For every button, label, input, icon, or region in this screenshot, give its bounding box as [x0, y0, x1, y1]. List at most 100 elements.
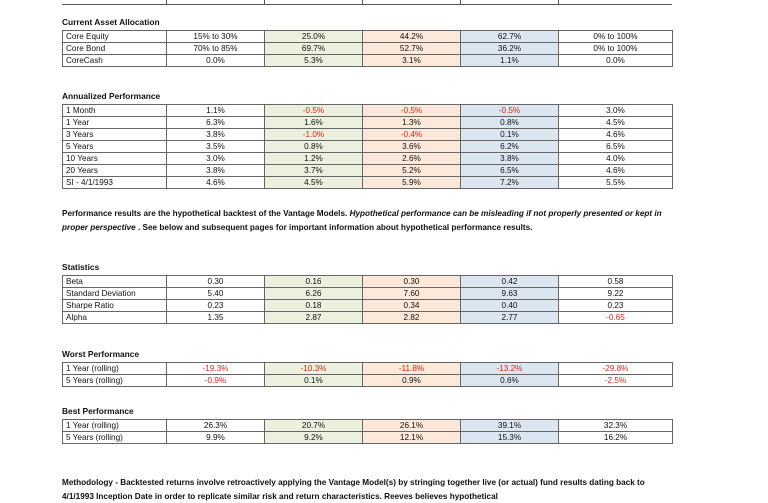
row-label: 20 Years: [62, 164, 167, 177]
table-cell: 5.3%: [264, 54, 363, 67]
table-cell: 4.0%: [558, 152, 673, 165]
table-row: 5 Years (rolling) 9.9% 9.2% 12.1% 15.3% 16.2%: [62, 431, 673, 444]
table-cell: -19.3%: [166, 362, 265, 375]
row-label: 1 Year: [62, 116, 167, 129]
table-cell: 4.6%: [558, 164, 673, 177]
table-cell: 2.82: [362, 311, 461, 324]
table-cell: 6.5%: [460, 164, 559, 177]
table-cell: 12.1%: [362, 431, 461, 444]
row-label: Sharpe Ratio: [62, 299, 167, 312]
row-label: Core Bond: [62, 42, 167, 55]
table-cell: 3.6%: [362, 140, 461, 153]
row-label: SI - 4/1/1993: [62, 176, 167, 189]
table-row: 10 Years 3.0% 1.2% 2.6% 3.8% 4.0%: [62, 152, 673, 165]
table-cell: 3.8%: [166, 164, 265, 177]
table-cell: 6.3%: [166, 116, 265, 129]
table-cell: 1.1%: [166, 104, 265, 117]
previous-table-bottom-edge: [62, 0, 672, 5]
table-cell: -0.5%: [460, 104, 559, 117]
row-label: 1 Year (rolling): [62, 419, 167, 432]
table-cell: 70% to 85%: [166, 42, 265, 55]
table-cell: 0.58: [558, 275, 673, 288]
table-cell: 39.1%: [460, 419, 559, 432]
row-label: 5 Years (rolling): [62, 374, 167, 387]
table-cell: -0.5%: [264, 104, 363, 117]
statistics-title: Statistics: [62, 262, 100, 272]
row-label: 1 Year (rolling): [62, 362, 167, 375]
table-cell: -10.3%: [264, 362, 363, 375]
worst-table: 1 Year (rolling) -19.3% -10.3% -11.8% -13.2%…: [62, 362, 673, 387]
table-cell: 0.16: [264, 275, 363, 288]
table-row: Sharpe Ratio 0.23 0.18 0.34 0.40 0.23: [62, 299, 673, 312]
table-cell: 0.23: [166, 299, 265, 312]
methodology-text: Methodology - Backtested returns involve…: [62, 478, 645, 501]
table-cell: 5.2%: [362, 164, 461, 177]
table-cell: 36.2%: [460, 42, 559, 55]
table-cell: 1.6%: [264, 116, 363, 129]
table-cell: 1.3%: [362, 116, 461, 129]
table-cell: 6.26: [264, 287, 363, 300]
table-cell: 52.7%: [362, 42, 461, 55]
disclosure-text: Performance results are the hypothetical…: [62, 209, 350, 218]
row-label: 5 Years (rolling): [62, 431, 167, 444]
table-cell: 0.0%: [558, 54, 673, 67]
table-cell: 0.40: [460, 299, 559, 312]
disclosure-text-end: . See below and subsequent pages for imp…: [135, 222, 533, 232]
table-cell: 26.3%: [166, 419, 265, 432]
table-cell: 3.0%: [166, 152, 265, 165]
table-cell: 16.2%: [558, 431, 673, 444]
table-cell: 9.2%: [264, 431, 363, 444]
table-cell: 44.2%: [362, 30, 461, 43]
table-row: SI - 4/1/1993 4.6% 4.5% 5.9% 7.2% 5.5%: [62, 176, 673, 189]
table-cell: -0.5%: [362, 104, 461, 117]
row-label: 3 Years: [62, 128, 167, 141]
table-cell: 7.60: [362, 287, 461, 300]
row-label: Alpha: [62, 311, 167, 324]
table-cell: 1.2%: [264, 152, 363, 165]
table-cell: 4.6%: [166, 176, 265, 189]
allocation-title: Current Asset Allocation: [62, 17, 160, 27]
performance-table: 1 Month 1.1% -0.5% -0.5% -0.5% 3.0% 1 Year 6.3%…: [62, 104, 673, 189]
table-cell: -0.65: [558, 311, 673, 324]
table-cell: 3.5%: [166, 140, 265, 153]
table-cell: 2.77: [460, 311, 559, 324]
table-row: CoreCash 0.0% 5.3% 3.1% 1.1% 0.0%: [62, 54, 673, 67]
performance-disclosure: Performance results are the hypothetical…: [62, 207, 672, 234]
table-row: Core Bond 70% to 85% 69.7% 52.7% 36.2% 0% to …: [62, 42, 673, 55]
table-cell: 0.9%: [362, 374, 461, 387]
table-cell: 0.30: [166, 275, 265, 288]
table-cell: 7.2%: [460, 176, 559, 189]
table-row: Alpha 1.35 2.87 2.82 2.77 -0.65: [62, 311, 673, 324]
table-cell: -2.5%: [558, 374, 673, 387]
table-cell: 4.5%: [264, 176, 363, 189]
table-row: 1 Month 1.1% -0.5% -0.5% -0.5% 3.0%: [62, 104, 673, 117]
table-cell: 3.8%: [166, 128, 265, 141]
table-cell: 9.9%: [166, 431, 265, 444]
table-cell: 0.23: [558, 299, 673, 312]
table-cell: 5.5%: [558, 176, 673, 189]
table-cell: 26.1%: [362, 419, 461, 432]
table-cell: 3.7%: [264, 164, 363, 177]
table-cell: -0.4%: [362, 128, 461, 141]
table-cell: 2.87: [264, 311, 363, 324]
table-cell: 0.1%: [460, 128, 559, 141]
table-row: 20 Years 3.8% 3.7% 5.2% 6.5% 4.6%: [62, 164, 673, 177]
worst-title: Worst Performance: [62, 349, 140, 359]
table-cell: 0.8%: [460, 116, 559, 129]
table-cell: 32.3%: [558, 419, 673, 432]
table-row: 1 Year (rolling) -19.3% -10.3% -11.8% -13.2%…: [62, 362, 673, 375]
table-cell: 62.7%: [460, 30, 559, 43]
table-row: 1 Year (rolling) 26.3% 20.7% 26.1% 39.1% 32.3…: [62, 419, 673, 432]
table-row: 5 Years 3.5% 0.8% 3.6% 6.2% 6.5%: [62, 140, 673, 153]
table-cell: 0.42: [460, 275, 559, 288]
table-row: 5 Years (rolling) -0.9% 0.1% 0.9% 0.6% -2.5%: [62, 374, 673, 387]
table-cell: 2.6%: [362, 152, 461, 165]
table-cell: -13.2%: [460, 362, 559, 375]
statistics-table: Beta 0.30 0.16 0.30 0.42 0.58 Standard Deviati…: [62, 275, 673, 324]
table-cell: 15.3%: [460, 431, 559, 444]
table-cell: 9.63: [460, 287, 559, 300]
table-cell: 0.0%: [166, 54, 265, 67]
table-cell: 5.9%: [362, 176, 461, 189]
table-cell: 4.5%: [558, 116, 673, 129]
table-row: Beta 0.30 0.16 0.30 0.42 0.58: [62, 275, 673, 288]
